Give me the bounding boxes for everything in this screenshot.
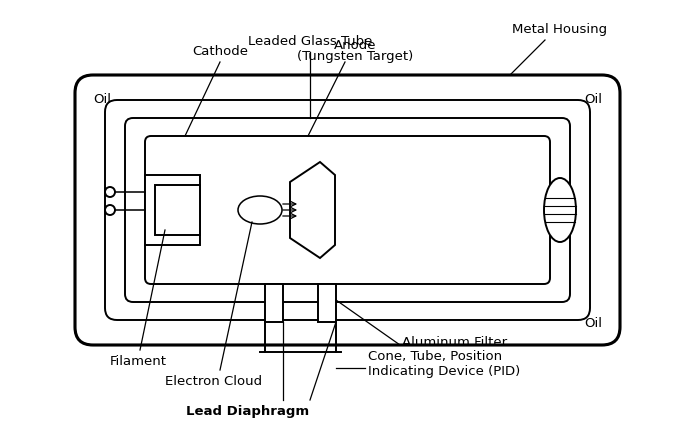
Text: Lead Diaphragm: Lead Diaphragm [186, 405, 309, 418]
Circle shape [105, 205, 115, 215]
Text: Electron Cloud: Electron Cloud [165, 375, 262, 388]
Text: (Tungsten Target): (Tungsten Target) [297, 50, 413, 63]
Text: Oil: Oil [584, 317, 602, 330]
FancyBboxPatch shape [75, 75, 620, 345]
Text: Indicating Device (PID): Indicating Device (PID) [368, 365, 520, 378]
Bar [265, 284, 283, 322]
Text: Aluminum Filter: Aluminum Filter [402, 337, 507, 349]
Text: Metal Housing: Metal Housing [512, 23, 608, 36]
Ellipse shape [238, 196, 282, 224]
Bar [145, 175, 200, 245]
Text: Cathode: Cathode [192, 45, 248, 58]
Bar [318, 284, 336, 322]
Text: Anode: Anode [334, 39, 377, 52]
Text: Filament: Filament [110, 355, 167, 368]
Text: Leaded Glass Tube: Leaded Glass Tube [248, 35, 372, 48]
Polygon shape [290, 162, 335, 258]
Ellipse shape [544, 178, 576, 242]
Bar [155, 185, 200, 235]
Circle shape [105, 187, 115, 197]
Text: Oil: Oil [93, 93, 111, 106]
Text: Cone, Tube, Position: Cone, Tube, Position [368, 350, 502, 363]
Text: Oil: Oil [584, 93, 602, 106]
